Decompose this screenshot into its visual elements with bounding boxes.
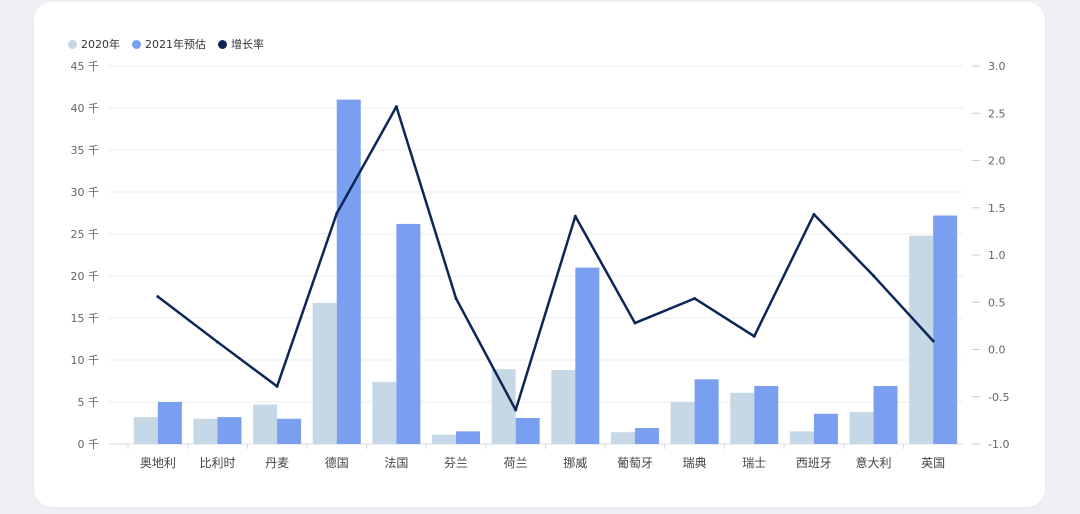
bar-2020	[432, 434, 457, 444]
bar-2020	[610, 432, 635, 444]
bar-2021	[694, 379, 719, 444]
growth-point	[752, 334, 756, 338]
x-category-label: 法国	[384, 456, 408, 470]
x-category-label: 西班牙	[796, 456, 832, 470]
growth-point	[156, 295, 160, 299]
bar-2020	[372, 381, 397, 444]
growth-point	[812, 212, 816, 216]
growth-point	[573, 214, 577, 218]
x-category-label: 芬兰	[444, 456, 468, 470]
growth-point	[275, 384, 279, 388]
bar-2020	[312, 302, 337, 444]
growth-point	[215, 340, 219, 344]
y-left-tick-label: 15 千	[71, 312, 100, 325]
y-left-tick-label: 20 千	[71, 270, 100, 283]
bar-2021	[634, 428, 659, 444]
bar-2021	[873, 386, 898, 444]
bar-2021	[217, 417, 242, 444]
x-category-label: 意大利	[856, 455, 892, 470]
bar-2021	[277, 418, 302, 444]
y-left-tick-label: 40 千	[71, 102, 100, 115]
bar-2020	[789, 431, 814, 444]
bar-2021	[933, 215, 958, 444]
y-left-tick-label: 25 千	[71, 228, 100, 241]
x-category-label: 瑞典	[683, 456, 707, 470]
growth-line	[156, 105, 935, 412]
x-category-label: 奥地利	[140, 456, 176, 470]
x-category-label: 丹麦	[265, 456, 289, 470]
growth-point	[872, 274, 876, 278]
x-category-label: 德国	[325, 455, 349, 470]
y-right-tick-label: 1.0	[988, 249, 1006, 262]
bar-2021	[575, 267, 600, 444]
y-right-tick-label: 2.0	[988, 155, 1006, 168]
y-left-tick-label: 0 千	[78, 438, 100, 451]
y-left-tick-label: 5 千	[78, 396, 100, 409]
grid-lines	[108, 65, 963, 445]
y-right-tick-label: 0.0	[988, 344, 1006, 357]
bar-2021	[754, 386, 779, 444]
legend: 2020年 2021年预估 增长率	[68, 36, 264, 52]
bars	[133, 99, 958, 444]
x-category-label: 挪威	[563, 456, 587, 470]
growth-point	[394, 105, 398, 109]
bar-2021	[456, 431, 481, 444]
bar-2020	[551, 370, 576, 444]
bar-2020	[849, 412, 874, 444]
y-left-tick-label: 10 千	[71, 354, 100, 367]
growth-point	[454, 296, 458, 300]
bar-2021	[813, 413, 838, 444]
y-left-tick-label: 45 千	[71, 60, 100, 73]
x-category-label: 瑞士	[742, 456, 766, 470]
legend-marker-growth	[218, 39, 227, 49]
y-axis-right: -1.0 -0.5 0.0 0.5 1.0 1.5 2.0 2.5 3.0	[972, 60, 1009, 451]
legend-item-growth[interactable]: 增长率	[218, 36, 264, 52]
bar-2020	[133, 417, 158, 444]
y-right-tick-label: -1.0	[988, 438, 1009, 451]
x-category-label: 葡萄牙	[617, 456, 653, 470]
bar-2021	[396, 223, 421, 444]
legend-item-2021[interactable]: 2021年预估	[132, 36, 206, 52]
legend-marker-2021	[132, 39, 141, 49]
growth-point	[931, 339, 935, 343]
y-left-tick-label: 30 千	[71, 186, 100, 199]
growth-line-path	[157, 105, 935, 412]
bar-2020	[253, 404, 278, 444]
y-right-tick-label: 1.5	[988, 202, 1006, 215]
bar-2021	[157, 402, 182, 444]
legend-marker-2020	[68, 39, 77, 49]
bar-2020	[730, 392, 755, 444]
x-axis: 奥地利 比利时 丹麦 德国 法国 芬兰 荷兰 挪威 葡萄牙 瑞典 瑞士 西班牙 意大利 英国	[127, 444, 945, 470]
legend-label-growth: 增长率	[231, 38, 264, 51]
y-left-tick-label: 35 千	[71, 144, 100, 157]
bar-2021	[336, 99, 361, 444]
bar-2021	[515, 417, 540, 444]
bar-2020	[670, 402, 695, 444]
legend-label-2021: 2021年预估	[145, 38, 206, 51]
growth-point	[514, 408, 518, 412]
legend-label-2020: 2020年	[81, 38, 120, 51]
bar-2020	[193, 418, 218, 444]
y-axis-left: 0 千 5 千 10 千 15 千 20 千 25 千 30 千 35 千 40 千 45 千	[71, 60, 100, 451]
growth-point	[335, 211, 339, 215]
x-category-label: 英国	[921, 456, 945, 470]
legend-item-2020[interactable]: 2020年	[68, 36, 120, 52]
growth-point	[633, 321, 637, 325]
growth-point	[693, 296, 697, 300]
bar-2020	[909, 235, 934, 444]
y-right-tick-label: -0.5	[988, 391, 1009, 404]
y-right-tick-label: 3.0	[988, 60, 1006, 73]
y-right-tick-label: 0.5	[988, 296, 1006, 309]
y-right-tick-label: 2.5	[988, 107, 1006, 120]
x-category-label: 荷兰	[504, 456, 528, 470]
bar-2020	[491, 369, 516, 444]
x-category-label: 比利时	[199, 456, 235, 470]
